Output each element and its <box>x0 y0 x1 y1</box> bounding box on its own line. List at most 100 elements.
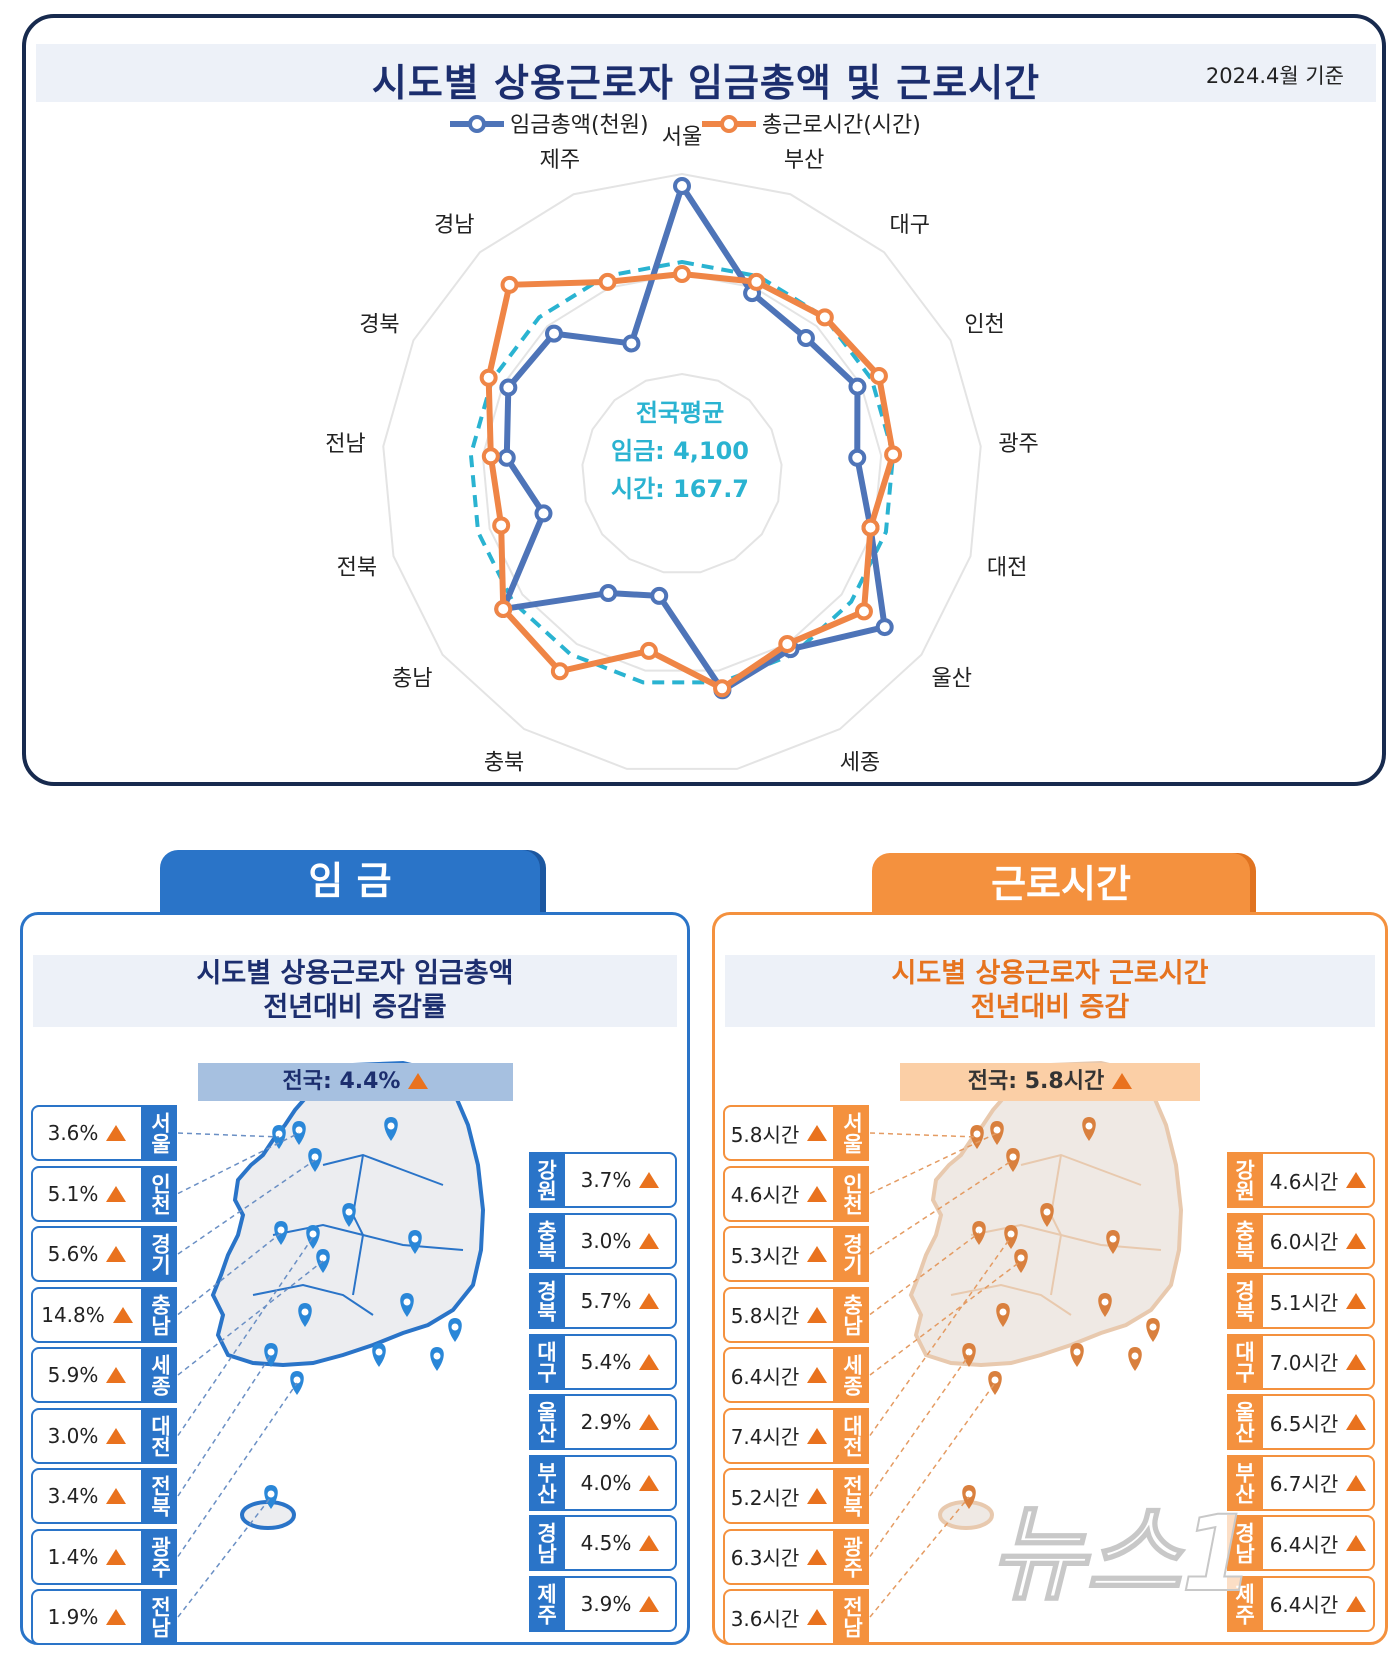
axis-label-10: 충북 <box>484 750 524 775</box>
map-pin-dot <box>1101 1298 1109 1306</box>
wage-point-15 <box>544 324 563 343</box>
region-value-text: 3.0% <box>580 1228 632 1253</box>
region-row-right: 울산 2.9% <box>529 1394 677 1450</box>
wage-point-4 <box>848 448 867 467</box>
increase-icon <box>1346 1353 1367 1370</box>
map-pin-dot <box>309 1230 317 1238</box>
map-pin-dot <box>311 1153 319 1161</box>
hours-national-box: 전국: 5.8시간 <box>900 1063 1200 1101</box>
hours-point-13 <box>481 447 500 466</box>
region-value-text: 7.0시간 <box>1269 1351 1339 1375</box>
region-value: 3.0% <box>563 1212 677 1269</box>
leader-line <box>869 1232 980 1316</box>
hours-point-10 <box>550 662 569 681</box>
region-value: 5.1시간 <box>1261 1273 1375 1329</box>
increase-icon <box>106 1246 127 1262</box>
region-value-text: 3.4% <box>47 1484 99 1508</box>
region-value: 7.4시간 <box>723 1407 835 1464</box>
region-row-right: 부산 4.0% <box>529 1454 677 1511</box>
region-value-text: 6.5시간 <box>1269 1411 1339 1436</box>
map-pin-dot <box>1043 1208 1051 1216</box>
region-name: 대전 <box>143 1407 177 1464</box>
annotation-wage: 임금: 4,100 <box>611 437 749 465</box>
leader-line <box>177 1159 316 1255</box>
region-value: 1.4% <box>31 1528 143 1585</box>
wage-point-9 <box>650 586 669 605</box>
region-value-text: 4.6시간 <box>730 1183 800 1207</box>
region-name: 전남 <box>835 1589 869 1645</box>
increase-icon <box>639 1474 660 1491</box>
region-row-left: 3.6시간 전남 <box>723 1589 869 1645</box>
map-pin-dot <box>1109 1235 1117 1243</box>
axis-label-13: 전남 <box>325 432 365 457</box>
region-row-left: 6.3시간 광주 <box>723 1528 869 1585</box>
increase-icon <box>1346 1414 1367 1430</box>
region-value: 3.6시간 <box>723 1589 835 1645</box>
page-title: 시도별 상용근로자 임금총액 및 근로시간 <box>371 61 1041 105</box>
map-pin-dot <box>375 1348 383 1356</box>
region-value: 7.0시간 <box>1261 1333 1375 1390</box>
region-value: 4.6시간 <box>1261 1152 1375 1208</box>
region-name: 부산 <box>1227 1454 1261 1511</box>
hours-point-5 <box>861 518 880 537</box>
increase-icon <box>106 1125 127 1141</box>
region-name: 충북 <box>1227 1212 1261 1269</box>
region-value: 5.4% <box>563 1333 677 1390</box>
legend-hours-marker <box>720 115 738 133</box>
region-row-right: 경북 5.1시간 <box>1227 1273 1375 1329</box>
increase-icon <box>639 1595 660 1612</box>
map-pin-dot <box>1009 1153 1017 1161</box>
region-row-left: 6.4시간 세종 <box>723 1347 869 1403</box>
wage-korea-map <box>177 1060 486 1618</box>
province-border <box>351 1154 365 1296</box>
base-date: 2024.4월 기준 <box>1205 64 1344 88</box>
region-name: 울산 <box>1227 1394 1261 1450</box>
wage-point-12 <box>534 504 553 523</box>
region-name: 대구 <box>1227 1333 1261 1390</box>
map-pin-dot <box>1017 1254 1025 1262</box>
region-name: 경기 <box>143 1226 177 1282</box>
region-name: 경남 <box>1227 1515 1261 1571</box>
map-pin-dot <box>991 1376 999 1384</box>
region-name: 경남 <box>529 1515 563 1571</box>
increase-icon <box>1346 1474 1367 1491</box>
region-row-left: 7.4시간 대전 <box>723 1407 869 1464</box>
increase-icon <box>106 1548 127 1565</box>
region-row-right: 울산 6.5시간 <box>1227 1394 1375 1450</box>
region-value: 3.9% <box>563 1575 677 1632</box>
map-pin-dot <box>277 1226 285 1234</box>
region-name: 대구 <box>529 1333 563 1390</box>
series-line-average <box>468 260 896 685</box>
axis-label-14: 경북 <box>359 312 399 337</box>
region-value-text: 3.6% <box>47 1121 99 1145</box>
leader-line <box>869 1132 978 1138</box>
region-row-left: 5.8시간 충남 <box>723 1286 869 1343</box>
region-name: 부산 <box>529 1454 563 1511</box>
series-line-hours <box>485 271 897 692</box>
hours-point-9 <box>639 641 658 660</box>
region-value-text: 3.6시간 <box>730 1606 800 1631</box>
leader-line <box>869 1260 1022 1376</box>
increase-icon <box>639 1232 660 1249</box>
region-row-right: 경남 6.4시간 <box>1227 1515 1375 1571</box>
region-value: 5.9% <box>31 1347 143 1403</box>
region-name: 전북 <box>835 1468 869 1524</box>
hours-point-12 <box>492 516 511 535</box>
leader-line <box>177 1260 324 1376</box>
increase-icon <box>408 1073 429 1089</box>
region-value: 6.7시간 <box>1261 1454 1375 1511</box>
map-pin-dot <box>993 1126 1001 1134</box>
region-name: 경북 <box>529 1273 563 1329</box>
region-name: 전북 <box>143 1468 177 1524</box>
increase-icon <box>106 1488 127 1504</box>
region-value: 4.0% <box>563 1454 677 1511</box>
wage-national-value: 전국: 4.4% <box>282 1069 401 1094</box>
hours-point-0 <box>673 265 691 283</box>
province-border <box>1049 1154 1063 1296</box>
chart-legend: 임금총액(천원) 총근로시간(시간) <box>450 113 921 138</box>
map-pin-dot <box>267 1490 275 1498</box>
map-pin-dot <box>999 1308 1007 1316</box>
region-row-left: 5.9% 세종 <box>31 1347 177 1403</box>
korea-map-shape <box>177 1060 486 1618</box>
region-value-text: 5.9% <box>47 1363 99 1387</box>
